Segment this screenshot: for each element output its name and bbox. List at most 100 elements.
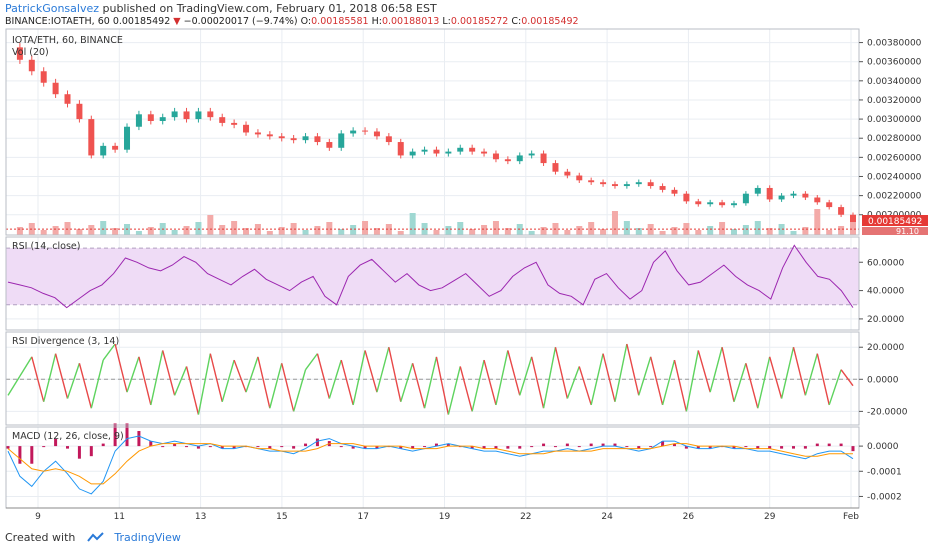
volume-bar (600, 229, 607, 235)
divergence-segment (7, 375, 21, 396)
volume-bar (671, 227, 678, 235)
divergence-segment (828, 369, 842, 406)
candle-body (88, 119, 95, 156)
macd-histogram-bar (220, 446, 224, 449)
candle-body (64, 94, 71, 104)
divergence-segment (483, 359, 497, 406)
volume-bar (719, 222, 726, 235)
chart-area[interactable]: 9 11 13 15 17 19 22 24 26 29 Feb 0.00380000 0.003600… (0, 28, 932, 528)
divergence-segment (162, 350, 176, 396)
divergence-segment (614, 343, 628, 402)
divergence-segment (102, 343, 116, 361)
x-tick-label: Feb (843, 512, 859, 522)
volume-bar (278, 227, 285, 235)
divergence-segment (495, 350, 509, 406)
divergence-segment (745, 363, 759, 409)
divergence-segment (566, 366, 580, 399)
x-tick-label: 29 (764, 512, 776, 522)
last-price-tag-text: 0.00185492 (868, 217, 922, 227)
price-pane-title: IOTA/ETH, 60, BINANCE (12, 35, 123, 46)
y-tick-label: -0.0001 (867, 467, 902, 477)
candle-body (564, 171, 571, 176)
volume-bar (290, 223, 297, 235)
y-tick-label: 20.0000 (867, 315, 904, 325)
y-tick-label: 0.00360000 (867, 58, 922, 68)
candle-body (433, 149, 440, 154)
candle-body (671, 189, 678, 194)
macd-histogram-bar (589, 443, 593, 447)
volume-bar (219, 225, 226, 235)
candle-body (754, 187, 761, 194)
divergence-segment (602, 353, 616, 402)
candle-body (469, 147, 476, 152)
tradingview-brand-link[interactable]: TradingView (114, 531, 181, 544)
candle-body (695, 201, 702, 205)
divergence-segment (233, 359, 247, 393)
candle-body (385, 136, 392, 143)
volume-bar (564, 230, 571, 235)
rsi-overbought-oversold-band (6, 248, 859, 305)
macd-histogram-bar (696, 446, 700, 449)
pane-frame (5, 331, 860, 426)
divergence-segment (185, 366, 200, 415)
candle-body (219, 117, 226, 123)
candle-body (100, 145, 107, 156)
divergence-segment (673, 359, 688, 412)
macd-histogram-bar (791, 446, 795, 449)
volume-bar (707, 226, 714, 235)
divergence-segment (578, 366, 592, 406)
candle-body (552, 163, 559, 172)
divergence-segment (792, 347, 807, 396)
macd-histogram-bar (494, 446, 498, 449)
divergence-segment (328, 359, 342, 399)
volume-bar (100, 221, 107, 235)
tradingview-logo-icon (87, 532, 104, 542)
macd-histogram-bar (565, 443, 569, 447)
candle-body (576, 175, 583, 181)
divergence-segment (435, 356, 450, 415)
divergence-segment (804, 353, 818, 396)
open-value: 0.00185581 (311, 16, 369, 27)
divergence-segment (697, 350, 711, 393)
low-label: L: (442, 16, 451, 27)
macd-histogram-bar (77, 446, 81, 459)
candle-body (730, 203, 737, 206)
divergence-segment (31, 356, 45, 402)
divergence-segment (66, 363, 81, 399)
candle-body (719, 202, 726, 206)
macd-histogram-bar (363, 446, 367, 449)
y-tick-label: 0.00320000 (867, 96, 922, 106)
macd-histogram-bar (113, 423, 117, 447)
divergence-segment (471, 359, 485, 412)
divergence-segment (221, 359, 235, 402)
candle-body (409, 151, 416, 156)
macd-signal-line (7, 443, 853, 485)
close-label: C: (511, 16, 522, 27)
volume-bar (266, 231, 273, 235)
pane-frames (5, 28, 860, 509)
candle-body (826, 202, 833, 208)
y-tick-label: 0.00380000 (867, 39, 922, 49)
chart-marks (6, 43, 859, 495)
candle-body (135, 114, 142, 127)
macd-histogram-bar (315, 438, 319, 447)
volume-bar (445, 226, 452, 235)
volume-bar (492, 221, 499, 235)
macd-histogram-bar (458, 446, 462, 448)
divergence-segment (554, 347, 569, 399)
volume-bar (302, 230, 309, 235)
candle-body (350, 130, 357, 134)
volume-bar (635, 228, 642, 235)
candle-body (373, 131, 380, 137)
divergence-segment (197, 353, 212, 415)
y-tick-label: 0.00300000 (867, 115, 922, 125)
y-tick-label: 40.0000 (867, 287, 904, 297)
author-link[interactable]: PatrickGonsalvez (5, 2, 99, 15)
divergence-segment (304, 353, 318, 371)
volume-bar (659, 231, 666, 235)
candle-body (481, 151, 488, 154)
candle-body (504, 159, 511, 162)
volume-bar (243, 228, 250, 235)
divergence-segment (769, 356, 783, 399)
macd-histogram-bar (851, 446, 855, 452)
